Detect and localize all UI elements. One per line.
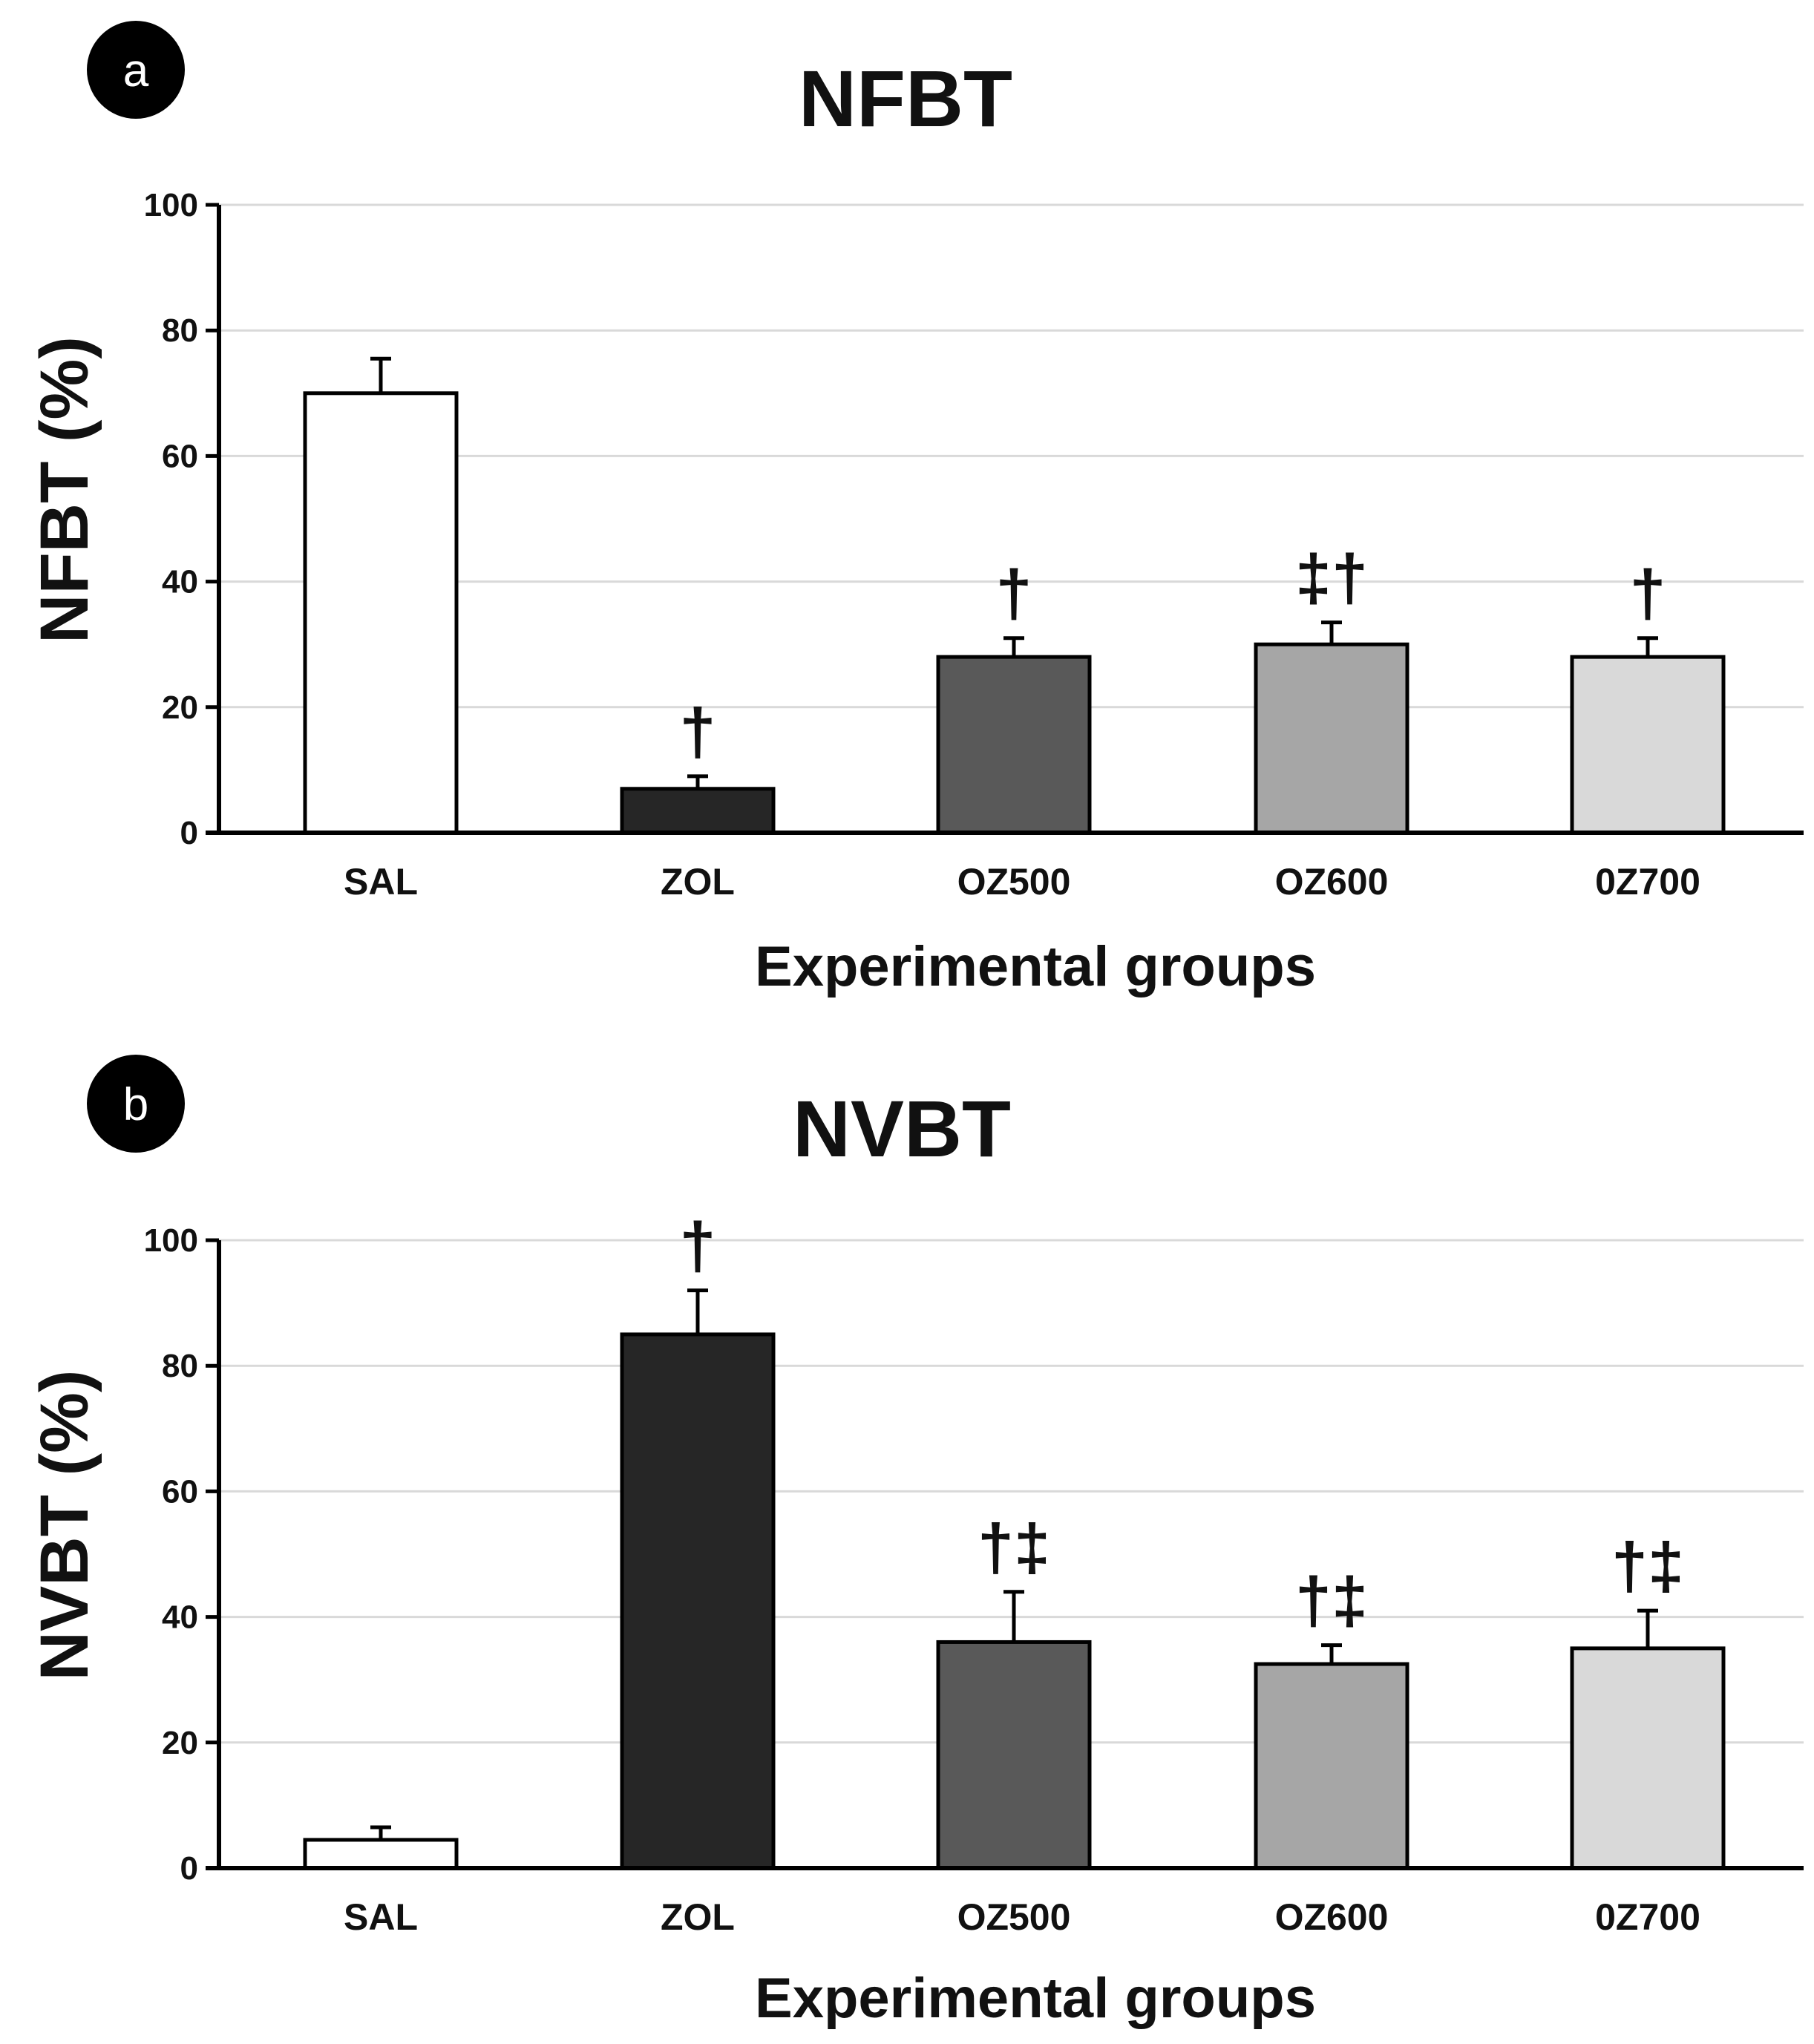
panel-b-badge <box>87 1055 185 1153</box>
x-tick-label: 0Z700 <box>1595 1896 1700 1938</box>
x-tick-label: OZ600 <box>1275 861 1389 903</box>
panel-a-letter: a <box>123 45 149 96</box>
x-tick-label: 0Z700 <box>1595 861 1700 903</box>
bar-sal <box>303 1838 459 1870</box>
x-axis-label: Experimental groups <box>755 1967 1316 2030</box>
bar-zol <box>620 787 776 835</box>
x-tick-label: SAL <box>344 1896 418 1938</box>
y-axis-label: NVBT (%) <box>27 1369 102 1680</box>
x-axis-label: Experimental groups <box>755 935 1316 998</box>
x-tick-label: SAL <box>344 861 418 903</box>
significance-mark: †‡ <box>1295 1564 1368 1637</box>
x-tick-label: OZ500 <box>957 1896 1071 1938</box>
y-tick-label: 40 <box>162 1599 198 1636</box>
x-tick-label: ZOL <box>661 1896 735 1938</box>
significance-mark: † <box>996 557 1032 630</box>
y-tick-label: 100 <box>144 187 198 223</box>
significance-mark: †‡ <box>1611 1529 1684 1602</box>
significance-mark: † <box>680 695 716 768</box>
bar-oz500 <box>936 1640 1092 1870</box>
panel-a-chart: a NFBT NFBT (%) Experimental groups 0 20 4… <box>27 21 1804 998</box>
chart-title: NFBT <box>799 53 1012 143</box>
significance-mark: ‡† <box>1295 541 1368 615</box>
y-tick-label: 20 <box>162 1725 198 1761</box>
panel-a-badge <box>87 21 185 119</box>
y-tick-label: 40 <box>162 564 198 600</box>
y-tick-label: 80 <box>162 312 198 349</box>
x-tick-label: OZ600 <box>1275 1896 1389 1938</box>
significance-mark: † <box>680 1209 716 1283</box>
bar-oz600 <box>1254 1662 1409 1870</box>
x-tick-label: ZOL <box>661 861 735 903</box>
bar-0z700 <box>1570 655 1726 835</box>
y-tick-label: 80 <box>162 1348 198 1384</box>
y-tick-label: 0 <box>180 1850 198 1887</box>
bar-sal <box>303 391 459 835</box>
bar-oz500 <box>936 655 1092 835</box>
panel-b-chart: b NVBT NVBT (%) Experimental groups 0 20 4… <box>27 1055 1804 2030</box>
panel-b-letter: b <box>123 1079 148 1130</box>
x-tick-label: OZ500 <box>957 861 1071 903</box>
significance-mark: † <box>1630 557 1666 630</box>
bar-zol <box>620 1332 776 1870</box>
y-tick-label: 60 <box>162 438 198 474</box>
significance-mark: †‡ <box>978 1510 1050 1584</box>
y-tick-label: 60 <box>162 1473 198 1510</box>
y-tick-label: 0 <box>180 815 198 851</box>
y-axis-label: NFBT (%) <box>27 336 102 643</box>
y-tick-label: 100 <box>144 1222 198 1259</box>
bar-0z700 <box>1570 1646 1726 1870</box>
y-tick-label: 20 <box>162 689 198 726</box>
chart-title: NVBT <box>793 1084 1011 1173</box>
bar-oz600 <box>1254 642 1409 835</box>
